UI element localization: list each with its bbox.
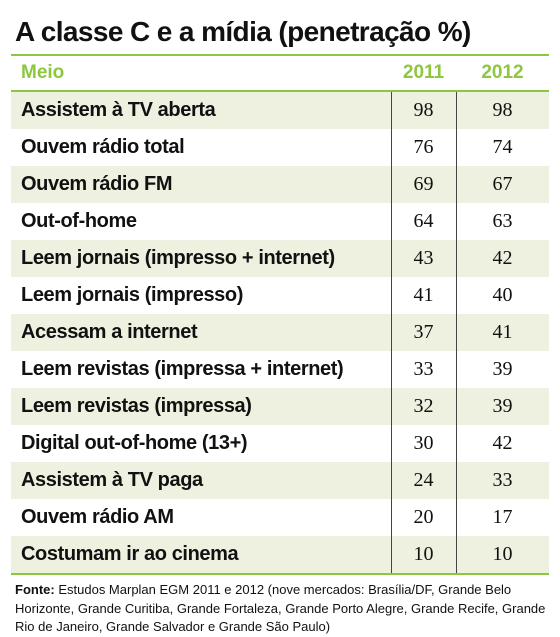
table-row: Ouvem rádio AM 20 17 (11, 499, 549, 536)
value-2011: 20 (413, 506, 434, 528)
table-header: Meio 2011 2012 (11, 56, 549, 92)
row-label: Leem revistas (impressa) (21, 395, 252, 417)
row-label: Leem jornais (impresso) (21, 284, 243, 306)
column-header-2011: 2011 (402, 62, 445, 83)
table-row: Acessam a internet 37 41 (11, 314, 549, 351)
source-label: Fonte: (15, 582, 55, 597)
row-label: Leem revistas (impressa + internet) (21, 358, 344, 380)
chart-title: A classe C e a mídia (penetração %) (11, 10, 549, 56)
value-2012: 98 (492, 99, 513, 121)
value-2011: 43 (413, 247, 434, 269)
row-label: Costumam ir ao cinema (21, 543, 239, 565)
value-2012: 17 (492, 506, 513, 528)
table-row: Leem jornais (impresso) 41 40 (11, 277, 549, 314)
row-label: Ouvem rádio total (21, 136, 185, 158)
value-2012: 42 (492, 247, 513, 269)
value-2011: 41 (413, 284, 434, 306)
value-2012: 10 (492, 543, 513, 565)
value-2012: 40 (492, 284, 513, 306)
value-2011: 30 (413, 432, 434, 454)
table-row: Assistem à TV aberta 98 98 (11, 92, 549, 129)
table-row: Out-of-home 64 63 (11, 203, 549, 240)
value-2011: 64 (413, 210, 434, 232)
row-label: Ouvem rádio FM (21, 173, 173, 195)
value-2012: 41 (492, 321, 513, 343)
table-body: Assistem à TV aberta 98 98 Ouvem rádio tota… (11, 92, 549, 573)
column-header-meio: Meio (21, 62, 65, 83)
row-label: Leem jornais (impresso + internet) (21, 247, 335, 269)
table-row: Leem revistas (impressa) 32 39 (11, 388, 549, 425)
value-2012: 39 (492, 358, 513, 380)
value-2011: 32 (413, 395, 434, 417)
value-2012: 63 (492, 210, 513, 232)
value-2011: 98 (413, 99, 434, 121)
value-2011: 69 (413, 173, 434, 195)
column-divider-2012 (456, 92, 457, 573)
table-bottom-rule (11, 573, 549, 575)
value-2012: 39 (492, 395, 513, 417)
table-row: Ouvem rádio total 76 74 (11, 129, 549, 166)
infographic: A classe C e a mídia (penetração %) Meio… (11, 10, 549, 637)
value-2011: 37 (413, 321, 434, 343)
row-label: Out-of-home (21, 210, 137, 232)
value-2011: 10 (413, 543, 434, 565)
value-2011: 24 (413, 469, 434, 491)
column-header-2012: 2012 (481, 62, 524, 83)
table-row: Assistem à TV paga 24 33 (11, 462, 549, 499)
table-row: Digital out-of-home (13+) 30 42 (11, 425, 549, 462)
value-2011: 33 (413, 358, 434, 380)
source-text: Estudos Marplan EGM 2011 e 2012 (nove me… (15, 582, 546, 634)
value-2012: 33 (492, 469, 513, 491)
value-2012: 74 (492, 136, 513, 158)
table-row: Ouvem rádio FM 69 67 (11, 166, 549, 203)
column-divider-2011 (391, 92, 392, 573)
table-row: Costumam ir ao cinema 10 10 (11, 536, 549, 573)
row-label: Ouvem rádio AM (21, 506, 174, 528)
table-row: Leem revistas (impressa + internet) 33 39 (11, 351, 549, 388)
row-label: Assistem à TV aberta (21, 99, 216, 121)
table-row: Leem jornais (impresso + internet) 43 42 (11, 240, 549, 277)
value-2012: 67 (492, 173, 513, 195)
value-2011: 76 (413, 136, 434, 158)
source-note: Fonte: Estudos Marplan EGM 2011 e 2012 (… (11, 581, 549, 637)
row-label: Acessam a internet (21, 321, 198, 343)
row-label: Assistem à TV paga (21, 469, 203, 491)
value-2012: 42 (492, 432, 513, 454)
row-label: Digital out-of-home (13+) (21, 432, 248, 454)
